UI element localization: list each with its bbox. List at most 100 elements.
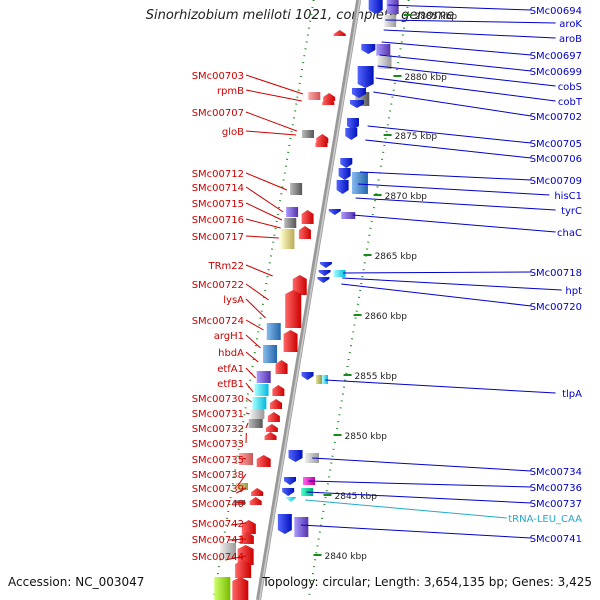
reverse-gene-mark: [345, 128, 358, 140]
forward-gene-mark: [301, 210, 314, 224]
left-gene-label: SMc00722: [192, 280, 244, 291]
reverse-gene-mark: [319, 262, 332, 268]
forward-gene-mark: [239, 532, 254, 544]
left-leader-line: [245, 351, 259, 363]
right-leader-line: [352, 214, 556, 233]
left-leader-line: [245, 334, 261, 349]
right-leader-line: [341, 283, 532, 307]
forward-gene-mark: [290, 183, 303, 195]
right-gene-label: aroK: [559, 19, 582, 30]
left-leader-line: [245, 202, 283, 221]
right-leader-line: [308, 480, 532, 488]
forward-gene-mark: [283, 330, 298, 352]
forward-gene-mark: [333, 30, 346, 36]
forward-gene-mark: [322, 98, 335, 105]
forward-gene-mark: [292, 275, 307, 295]
reverse-gene-mark: [386, 0, 399, 14]
left-gene-label: SMc00738: [192, 470, 244, 481]
right-leader-line: [387, 4, 532, 11]
left-gene-label: SMc00742: [192, 519, 244, 530]
reverse-gene-mark: [349, 100, 364, 108]
left-gene-label: SMc00735: [192, 455, 244, 466]
left-leader-line: [245, 130, 297, 136]
left-gene-label: SMc00714: [192, 183, 244, 194]
left-gene-label: SMc00716: [192, 215, 244, 226]
forward-gene-mark: [286, 207, 299, 217]
right-gene-label: tRNA-LEU_CAA: [508, 514, 582, 525]
forward-gene-mark: [266, 323, 281, 340]
left-gene-label: hbdA: [218, 348, 244, 359]
left-gene-label: SMc00733: [192, 439, 244, 450]
forward-gene-mark: [272, 385, 285, 396]
left-leader-line: [245, 235, 279, 239]
kbp-tick-label: 2850 kbp: [345, 432, 388, 442]
right-gene-label: hpt: [565, 286, 582, 297]
reverse-gene-mark: [322, 375, 329, 384]
left-gene-label: SMc00731: [192, 409, 244, 420]
left-leader-line: [245, 74, 304, 95]
kbp-tick-label: 2870 kbp: [385, 192, 428, 202]
left-gene-label: SMc00744: [192, 552, 244, 563]
right-gene-label: SMc00720: [530, 302, 582, 313]
right-leader-line: [355, 197, 556, 211]
left-leader-line: [245, 186, 284, 213]
right-gene-label: SMc00734: [530, 467, 582, 478]
reverse-gene-mark: [301, 372, 314, 380]
right-leader-line: [300, 524, 532, 539]
reverse-gene-mark: [288, 450, 303, 462]
left-leader-line: [245, 412, 250, 415]
left-leader-line: [236, 487, 247, 494]
forward-gene-mark: [263, 345, 278, 363]
forward-gene-mark: [256, 455, 271, 467]
accession-label: Accession: NC_003047: [8, 575, 145, 589]
forward-gene-mark: [250, 409, 265, 419]
left-leader-line: [245, 319, 264, 331]
right-leader-line: [381, 41, 532, 56]
right-leader-line: [373, 91, 532, 117]
reverse-gene-mark: [318, 270, 331, 276]
left-leader-line: [242, 457, 247, 460]
left-leader-line: [234, 501, 247, 504]
reverse-gene-mark: [377, 55, 392, 69]
right-leader-line: [365, 139, 532, 159]
reverse-gene-mark: [338, 168, 351, 180]
left-gene-label: TRm22: [207, 261, 244, 272]
forward-gene-mark: [323, 93, 336, 101]
left-leader-line: [230, 522, 247, 526]
left-gene-label: SMc00717: [192, 232, 244, 243]
right-gene-label: SMc00718: [530, 268, 582, 279]
backbone-layer: [212, 0, 410, 600]
right-leader-line: [305, 499, 507, 519]
forward-gene-mark: [237, 545, 254, 565]
reverse-gene-mark: [333, 270, 346, 277]
right-leader-line: [357, 183, 550, 196]
reverse-gene-mark: [357, 66, 374, 88]
forward-gene-mark: [256, 371, 271, 383]
left-gene-label: SMc00739: [192, 484, 244, 495]
reverse-gene-mark: [376, 44, 391, 56]
left-leader-line: [225, 555, 247, 561]
right-leader-line: [375, 77, 556, 102]
kbp-tick-label: 2880 kbp: [404, 73, 447, 83]
reverse-gene-mark: [361, 44, 376, 54]
reverse-gene-mark: [384, 15, 397, 27]
forward-gene-mark: [254, 384, 269, 396]
reverse-gene-mark: [340, 158, 353, 168]
left-gene-label: etfA1: [217, 364, 244, 375]
reverse-gene-mark: [284, 477, 297, 485]
left-gene-label: SMc00703: [192, 71, 244, 82]
left-gene-label: argH1: [214, 331, 244, 342]
right-leader-line: [367, 125, 532, 144]
right-leader-line: [342, 277, 562, 291]
left-leader-line: [245, 111, 297, 132]
right-leader-line: [377, 65, 556, 87]
left-leader-line: [245, 422, 249, 429]
left-leader-line: [245, 218, 281, 229]
right-gene-label: SMc00737: [530, 499, 582, 510]
left-leader-line: [245, 89, 302, 102]
left-leader-line: [245, 367, 256, 379]
forward-gene-mark: [249, 497, 262, 505]
right-gene-label: SMc00697: [530, 51, 582, 62]
left-leader-line: [237, 473, 247, 487]
